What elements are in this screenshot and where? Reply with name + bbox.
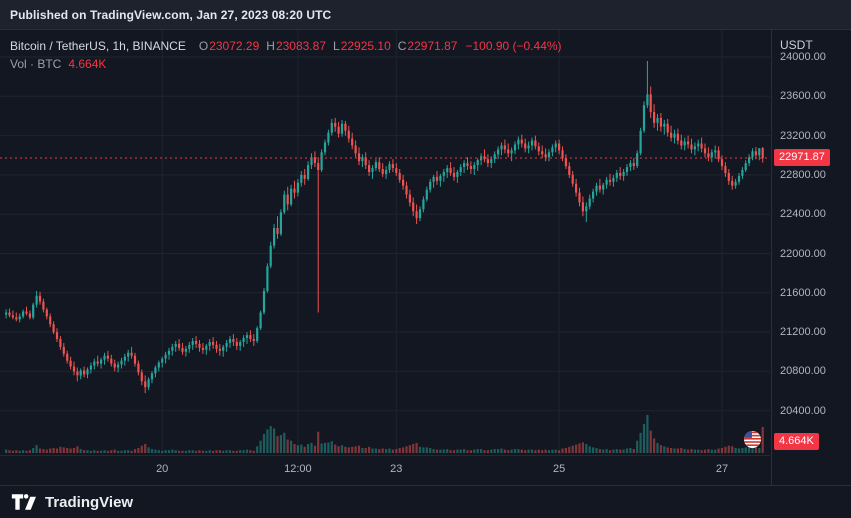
quote-currency-label: USDT	[780, 38, 813, 52]
price-tick-label: 20400.00	[780, 405, 826, 417]
price-tick-label: 21200.00	[780, 326, 826, 338]
us-flag-event-icon[interactable]	[744, 431, 761, 448]
time-tick-label: 23	[390, 463, 402, 475]
volume-indicator-value: 4.664K	[68, 57, 107, 71]
last-price-badge: 22971.87	[774, 149, 830, 166]
price-tick-label: 20800.00	[780, 365, 826, 377]
open-label: O	[198, 39, 209, 53]
low-label: L	[333, 39, 340, 53]
time-tick-label: 12:00	[284, 463, 312, 475]
tradingview-wordmark[interactable]: TradingView	[45, 493, 134, 511]
price-tick-label: 23200.00	[780, 130, 826, 142]
tradingview-logo-icon[interactable]	[11, 492, 37, 512]
close-value: 22971.87	[407, 39, 458, 53]
close-label: C	[397, 39, 407, 53]
price-tick-label: 22400.00	[780, 208, 826, 220]
time-tick-label: 20	[156, 463, 168, 475]
volume-badge: 4.664K	[774, 433, 819, 450]
price-axis[interactable]: USDT 22971.87 4.664K 24000.00 23600.00 232…	[771, 30, 851, 485]
symbol-title[interactable]: Bitcoin / TetherUS, 1h, BINANCE	[10, 39, 186, 53]
price-tick-label: 23600.00	[780, 90, 826, 102]
volume-indicator-label[interactable]: Vol · BTC	[10, 57, 62, 71]
open-value: 23072.29	[209, 39, 260, 53]
chart-area: 20 12:00 23 25 27 Bitcoin / TetherUS, 1h, BI…	[0, 30, 851, 485]
published-header-bar: Published on TradingView.com, Jan 27, 20…	[0, 0, 851, 30]
chart-legend: Bitcoin / TetherUS, 1h, BINANCE O 23072.2…	[10, 37, 562, 73]
footer-bar: TradingView	[0, 485, 851, 518]
price-tick-label: 22800.00	[780, 169, 826, 181]
published-caption: Published on TradingView.com, Jan 27, 20…	[10, 7, 332, 22]
low-value: 22925.10	[340, 39, 391, 53]
change-value: −100.90 (−0.44%)	[465, 39, 562, 53]
high-label: H	[266, 39, 275, 53]
candlestick-chart-canvas[interactable]: 20 12:00 23 25 27	[0, 30, 851, 485]
time-tick-label: 25	[553, 463, 565, 475]
price-tick-label: 21600.00	[780, 287, 826, 299]
price-tick-label: 22000.00	[780, 248, 826, 260]
price-tick-label: 24000.00	[780, 51, 826, 63]
time-tick-label: 27	[716, 463, 728, 475]
high-value: 23083.87	[275, 39, 326, 53]
